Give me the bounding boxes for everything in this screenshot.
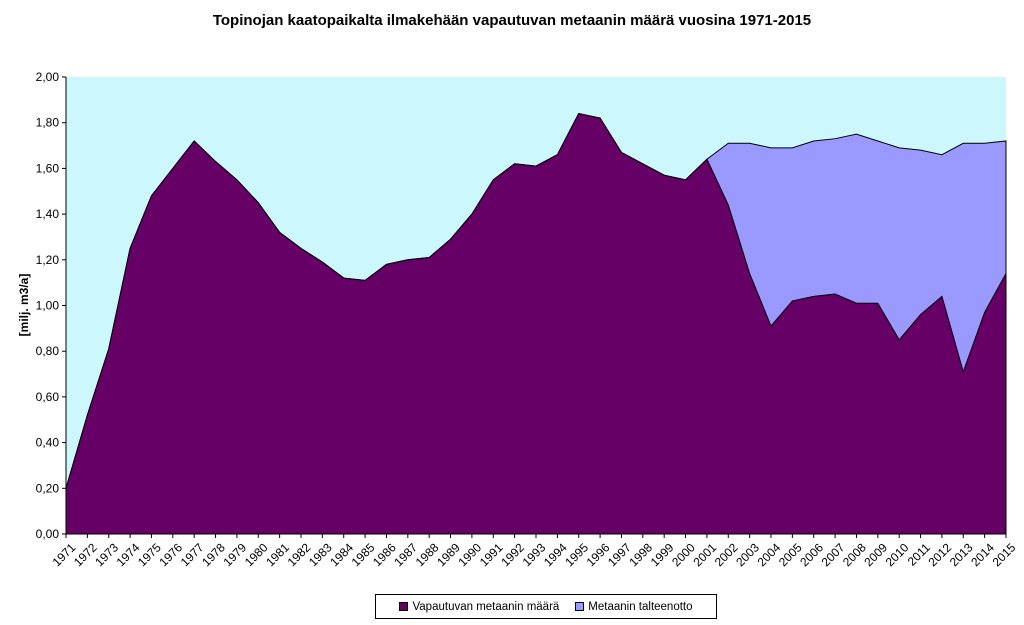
legend-item-recovery: Metaanin talteenotto bbox=[575, 600, 693, 613]
y-tick-label: 1,80 bbox=[36, 116, 60, 130]
area-series-emission bbox=[65, 112, 1007, 535]
legend-label-recovery: Metaanin talteenotto bbox=[588, 600, 693, 613]
y-tick-label: 0,80 bbox=[36, 344, 60, 358]
y-tick-label: 1,00 bbox=[36, 299, 60, 313]
y-tick-label: 1,20 bbox=[36, 253, 60, 267]
y-tick-label: 0,60 bbox=[36, 390, 60, 404]
legend-swatch-recovery bbox=[575, 602, 585, 611]
chart-svg: 0,00 0,20 0,40 0,60 0,80 1,00 1,20 1,40 1,60 1,80… bbox=[17, 70, 1019, 569]
legend-item-emission: Vapautuvan metaanin määrä bbox=[399, 601, 559, 613]
y-tick-label: 0,20 bbox=[36, 481, 60, 495]
y-tick-label: 0,00 bbox=[36, 527, 60, 541]
x-axis: 1971197219731974197519761977197819791980… bbox=[50, 533, 1019, 569]
y-tick-label: 2,00 bbox=[36, 70, 60, 84]
legend-label-emission: Vapautuvan metaanin määrä bbox=[412, 600, 560, 613]
legend: Vapautuvan metaanin määrä Metaanin talte… bbox=[375, 594, 717, 619]
y-axis: 0,00 0,20 0,40 0,60 0,80 1,00 1,20 1,40 1,60 1,80… bbox=[36, 70, 67, 541]
plot-area bbox=[65, 77, 1007, 535]
y-tick-label: 1,60 bbox=[36, 161, 60, 175]
x-tick-label: 2015 bbox=[990, 540, 1019, 569]
x-tick-label: 2011 bbox=[905, 540, 933, 568]
y-tick-label: 0,40 bbox=[36, 436, 60, 450]
y-axis-label: [milj. m3/a] bbox=[17, 274, 31, 337]
chart-title: Topinojan kaatopaikalta ilmakehään vapau… bbox=[212, 12, 812, 29]
legend-swatch-emission bbox=[399, 602, 409, 611]
y-tick-label: 1,40 bbox=[36, 207, 60, 221]
